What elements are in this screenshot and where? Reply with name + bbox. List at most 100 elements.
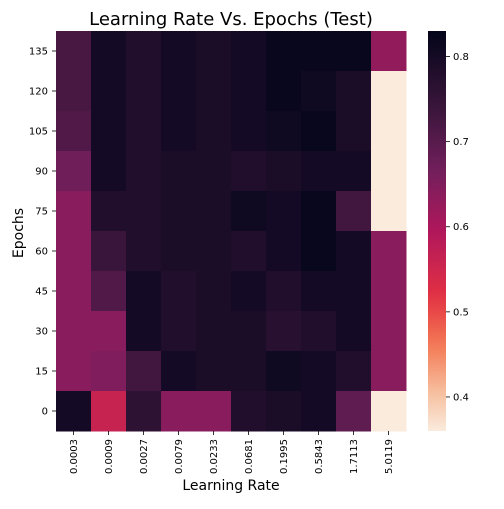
heatmap-cell — [266, 231, 302, 272]
heatmap-cell — [336, 311, 372, 352]
heatmap-cell — [231, 311, 267, 352]
y-tick-label: 105 — [29, 127, 48, 138]
heatmap-cell — [266, 31, 302, 72]
colorbar-tick-label: 0.5 — [453, 307, 469, 318]
y-tick-label: 90 — [35, 167, 48, 178]
heatmap-cell — [56, 151, 92, 192]
heatmap-cell — [91, 271, 127, 312]
heatmap-cell — [126, 311, 162, 352]
heatmap-cell — [161, 111, 197, 152]
heatmap-cell — [56, 351, 92, 392]
heatmap-cell — [336, 71, 372, 112]
heatmap-cell — [231, 151, 267, 192]
heatmap-cell — [161, 191, 197, 232]
heatmap-cell — [371, 111, 407, 152]
heatmap-cell — [336, 391, 372, 432]
heatmap-cell — [161, 391, 197, 432]
y-tick-label: 0 — [42, 407, 48, 418]
x-tick-label: 0.0027 — [139, 439, 150, 474]
heatmap-cell — [371, 311, 407, 352]
heatmap-cell — [126, 391, 162, 432]
y-tick-labels: 135 120 105 90 75 60 45 30 15 0 — [29, 47, 56, 418]
heatmap-cell — [196, 31, 232, 72]
heatmap-cell — [161, 271, 197, 312]
heatmap-cell — [126, 31, 162, 72]
heatmap-cell — [371, 351, 407, 392]
heatmap-cell — [301, 311, 337, 352]
heatmap-cell — [371, 31, 407, 72]
heatmap-cell — [91, 31, 127, 72]
heatmap-cell — [231, 111, 267, 152]
y-tick-label: 75 — [35, 207, 48, 218]
heatmap-cell — [301, 271, 337, 312]
heatmap-cell — [231, 351, 267, 392]
x-tick-label: 0.0003 — [69, 439, 80, 474]
heatmap-cell — [371, 151, 407, 192]
heatmap-cell — [196, 71, 232, 112]
heatmap-cell — [301, 191, 337, 232]
heatmap-cell — [371, 391, 407, 432]
y-tick-label: 120 — [29, 87, 48, 98]
heatmap-cell — [266, 71, 302, 112]
x-axis-label: Learning Rate — [182, 478, 279, 494]
heatmap-cell — [266, 191, 302, 232]
heatmap-cell — [266, 351, 302, 392]
x-tick-label: 0.0233 — [209, 439, 220, 474]
heatmap-cell — [371, 71, 407, 112]
heatmap-cell — [196, 351, 232, 392]
heatmap-cell — [301, 391, 337, 432]
heatmap-cell — [231, 271, 267, 312]
heatmap-cell — [91, 111, 127, 152]
heatmap-cell — [161, 71, 197, 112]
heatmap-cell — [266, 311, 302, 352]
x-tick-label: 1.7113 — [349, 439, 360, 474]
x-tick-label: 0.5843 — [314, 439, 325, 474]
heatmap-cell — [231, 191, 267, 232]
colorbar-tick-label: 0.7 — [453, 137, 469, 148]
heatmap-cell — [371, 231, 407, 272]
y-axis-label: Epochs — [11, 208, 27, 258]
heatmap-cell — [266, 271, 302, 312]
x-tick-label: 0.0009 — [104, 439, 115, 474]
heatmap-cell — [301, 151, 337, 192]
heatmap-cell — [126, 271, 162, 312]
heatmap-cell — [196, 311, 232, 352]
chart-title: Learning Rate Vs. Epochs (Test) — [89, 9, 373, 30]
heatmap-cell — [301, 31, 337, 72]
heatmap-cell — [161, 351, 197, 392]
heatmap-cell — [126, 191, 162, 232]
heatmap-cell — [231, 31, 267, 72]
colorbar-tick-label: 0.4 — [453, 392, 469, 403]
heatmap-cell — [301, 231, 337, 272]
colorbar — [428, 31, 446, 431]
heatmap-cell — [56, 31, 92, 72]
heatmap-cell — [56, 191, 92, 232]
heatmap-cell — [336, 351, 372, 392]
colorbar-tick-label: 0.6 — [453, 222, 469, 233]
heatmap-cell — [371, 191, 407, 232]
heatmap-cells — [56, 31, 407, 432]
heatmap-cell — [371, 271, 407, 312]
heatmap-cell — [56, 271, 92, 312]
heatmap-cell — [196, 191, 232, 232]
heatmap-cell — [91, 311, 127, 352]
heatmap-cell — [301, 71, 337, 112]
heatmap-cell — [301, 351, 337, 392]
x-tick-label: 0.0079 — [174, 439, 185, 474]
heatmap-cell — [231, 391, 267, 432]
heatmap-cell — [336, 231, 372, 272]
heatmap-cell — [336, 31, 372, 72]
x-tick-label: 5.0119 — [384, 439, 395, 474]
heatmap-cell — [91, 71, 127, 112]
heatmap-cell — [126, 151, 162, 192]
heatmap-cell — [196, 111, 232, 152]
heatmap-cell — [56, 231, 92, 272]
heatmap-cell — [56, 71, 92, 112]
heatmap-cell — [126, 231, 162, 272]
heatmap-cell — [126, 111, 162, 152]
heatmap-cell — [266, 391, 302, 432]
heatmap-cell — [196, 231, 232, 272]
heatmap-cell — [266, 151, 302, 192]
